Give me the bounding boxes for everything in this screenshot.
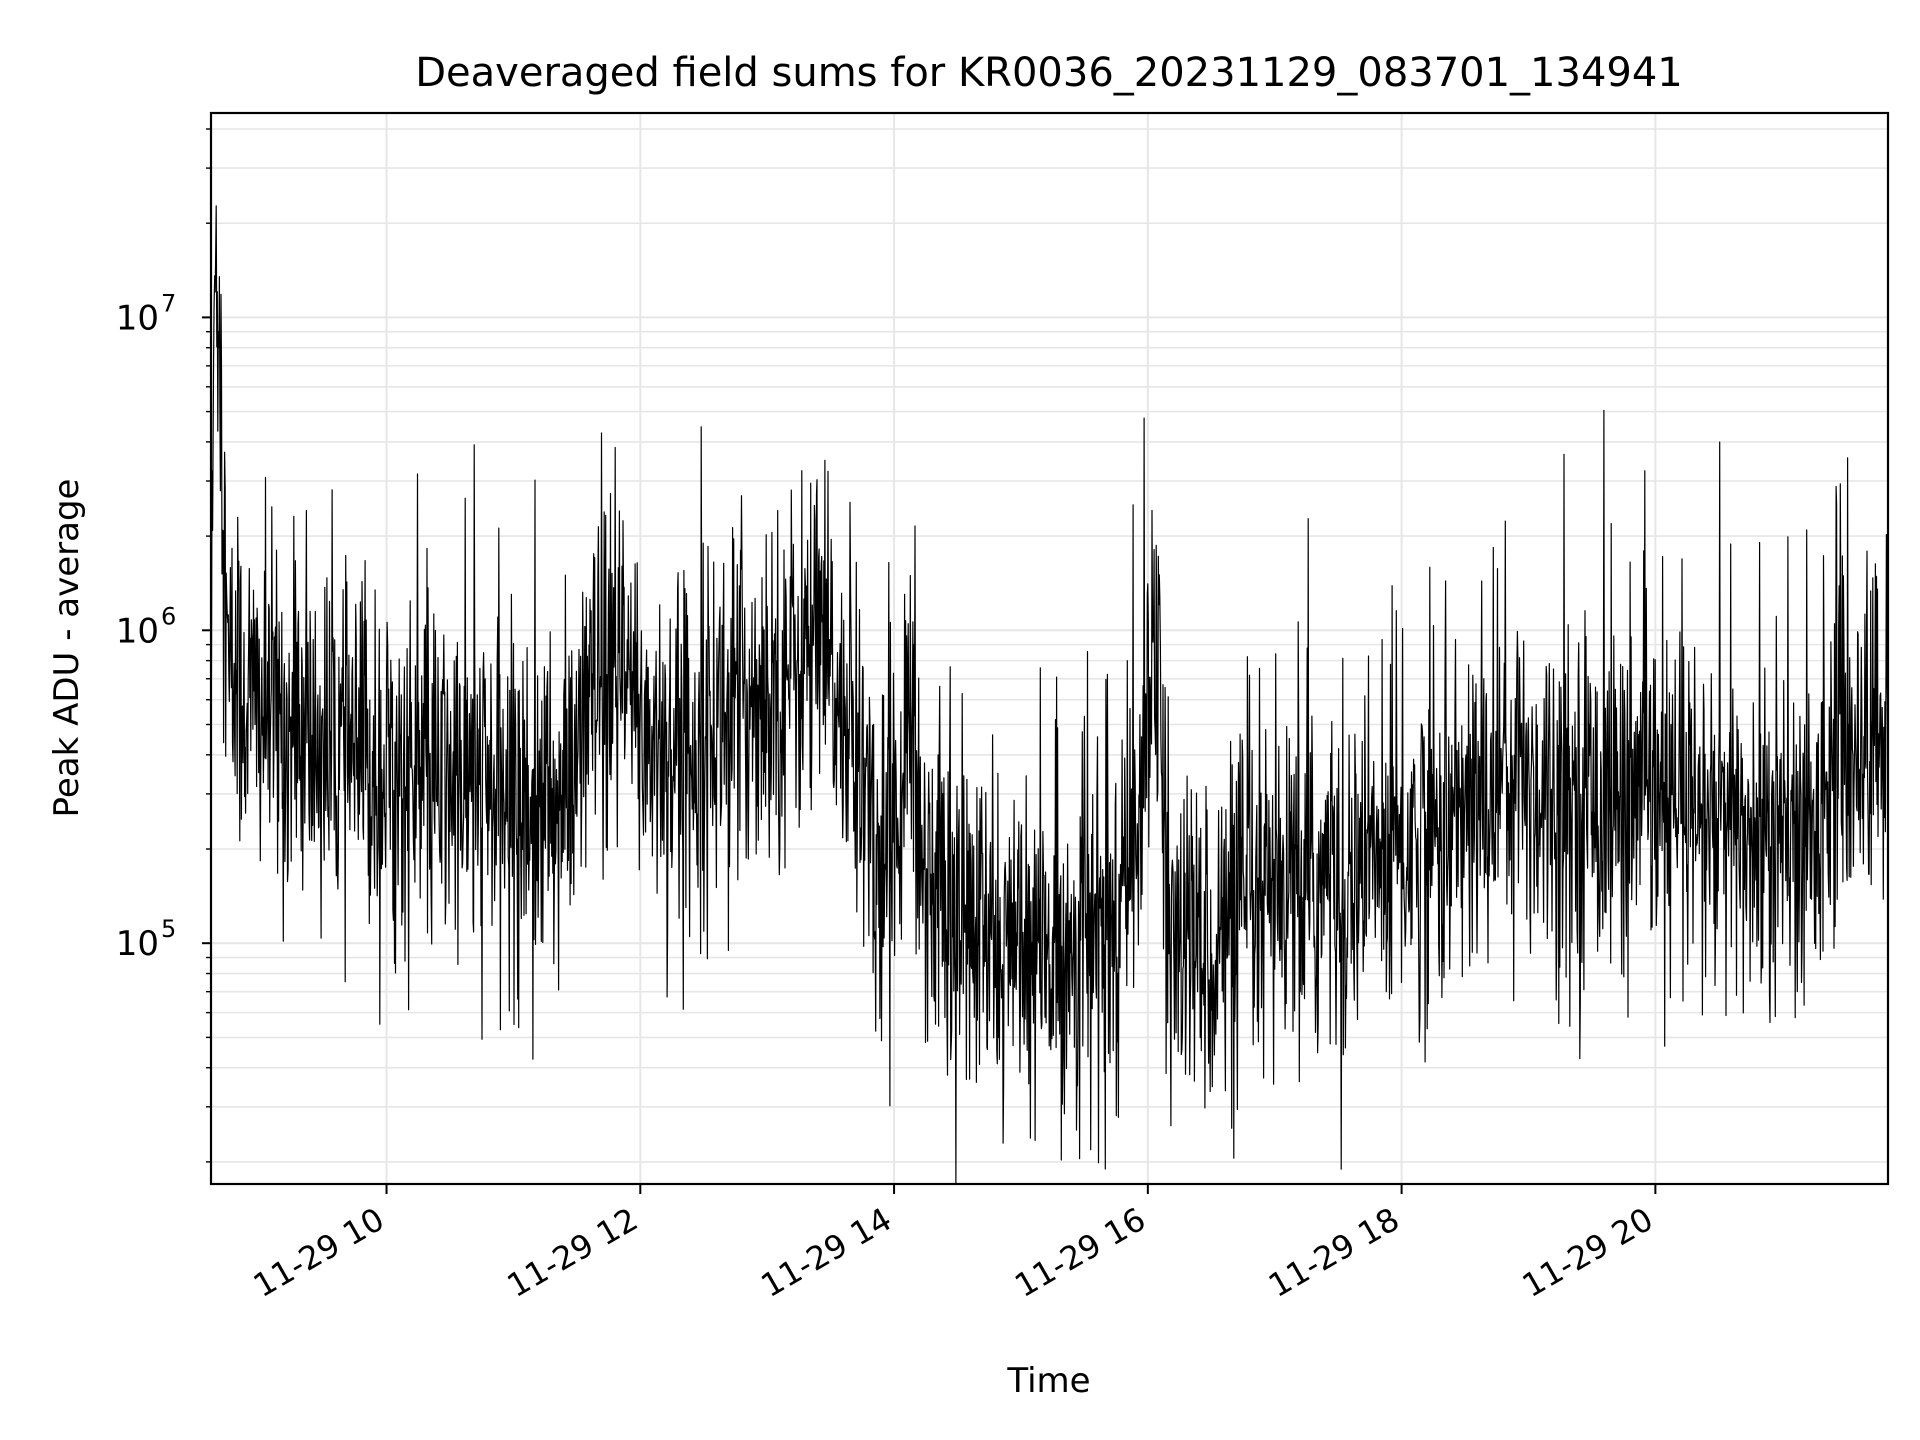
y-tick-label: 10 [116, 298, 159, 338]
plot-frame [209, 111, 1890, 1186]
series-layer [210, 205, 1889, 1185]
chart-title: Deaveraged field sums for KR0036_2023112… [415, 50, 1683, 96]
y-tick-exponent: 6 [161, 602, 176, 630]
y-axis-label: Peak ADU - average [47, 479, 87, 818]
y-tick-label: 10 [116, 924, 159, 964]
series-line [210, 205, 1889, 1185]
y-tick-label: 10 [116, 611, 159, 651]
x-axis-label: Time [1006, 1361, 1090, 1401]
y-tick-exponent: 7 [161, 289, 176, 317]
y-tick-exponent: 5 [161, 915, 176, 943]
